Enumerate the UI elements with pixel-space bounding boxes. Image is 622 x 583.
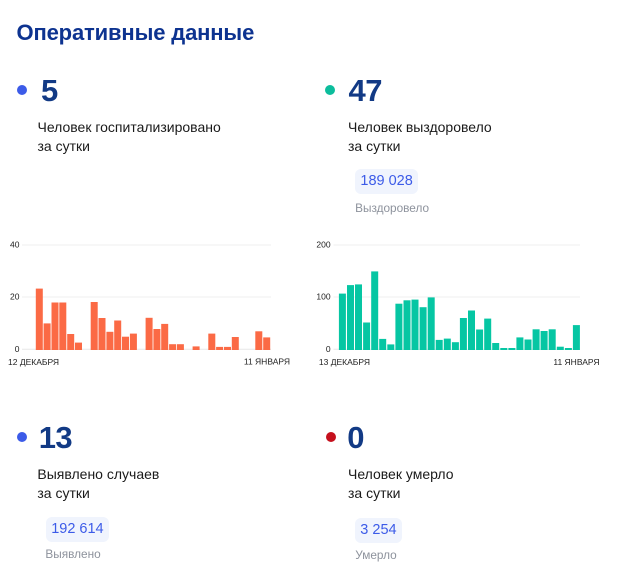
svg-text:20: 20 <box>10 292 20 302</box>
svg-text:0: 0 <box>15 344 20 354</box>
svg-text:13 ДЕКАБРЯ: 13 ДЕКАБРЯ <box>319 357 370 367</box>
svg-text:100: 100 <box>316 292 330 302</box>
svg-text:0: 0 <box>326 344 331 354</box>
svg-text:11 ЯНВАРЯ: 11 ЯНВАРЯ <box>553 357 599 367</box>
svg-text:11 ЯНВАРЯ: 11 ЯНВАРЯ <box>244 357 290 367</box>
svg-text:12 ДЕКАБРЯ: 12 ДЕКАБРЯ <box>8 357 59 367</box>
svg-text:40: 40 <box>10 240 20 250</box>
svg-text:200: 200 <box>316 240 330 250</box>
